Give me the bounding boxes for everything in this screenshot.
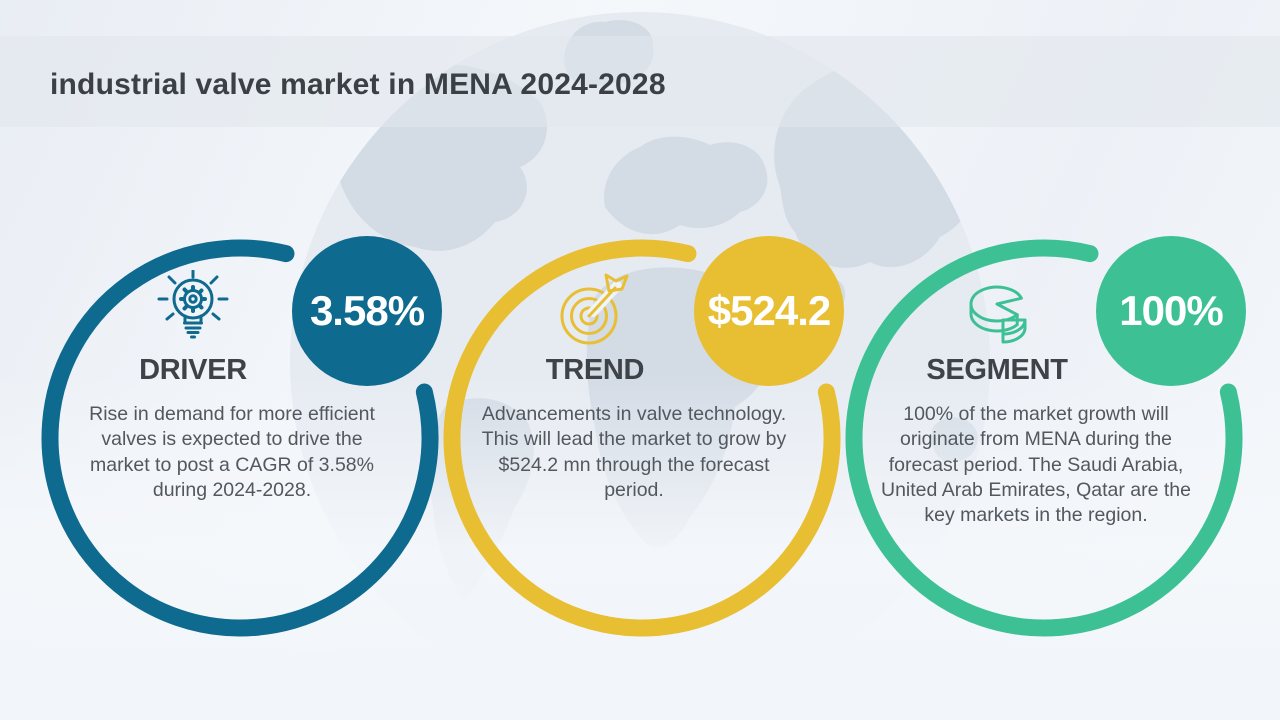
segment-ring — [845, 239, 1243, 637]
segment-value: 100% — [1119, 287, 1223, 334]
card-trend: $524.2 TREND Advancements in valve techn… — [422, 218, 862, 698]
card-segment: 100% SEGMENT 100% of the market growth w… — [824, 218, 1264, 698]
trend-value-badge: $524.2 — [694, 236, 844, 386]
segment-value-badge: 100% — [1096, 236, 1246, 386]
target-arrow-icon — [555, 270, 635, 350]
driver-ring — [41, 239, 439, 637]
driver-description: Rise in demand for more efficient valves… — [89, 403, 375, 502]
card-driver: 3.58% DRIVER Rise in demand for more eff… — [20, 218, 460, 698]
driver-value-badge: 3.58% — [292, 236, 442, 386]
segment-label: SEGMENT — [926, 354, 1068, 386]
trend-ring — [443, 239, 841, 637]
slide-title: industrial valve market in MENA 2024-202… — [50, 67, 666, 101]
trend-value: $524.2 — [707, 287, 831, 334]
title-band: industrial valve market in MENA 2024-202… — [0, 36, 1280, 127]
pie-chart-icon — [957, 270, 1037, 350]
driver-label: DRIVER — [139, 354, 247, 386]
driver-value: 3.58% — [309, 287, 425, 334]
trend-description: Advancements in valve technology. This w… — [481, 403, 787, 502]
segment-description: 100% of the market growth will originate… — [881, 403, 1191, 527]
lightbulb-gear-icon — [153, 269, 233, 350]
trend-label: TREND — [545, 354, 645, 386]
